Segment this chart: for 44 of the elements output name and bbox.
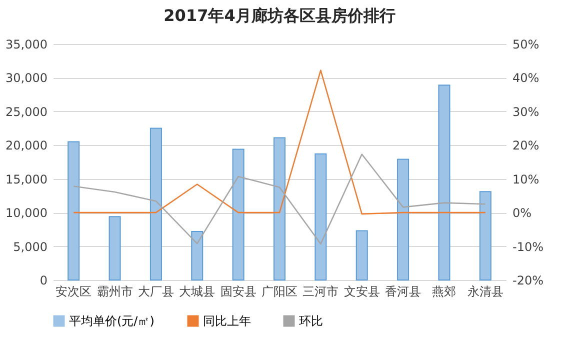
y-tick-label: 15,000: [6, 172, 48, 186]
x-tick-label: 广阳区: [262, 284, 298, 298]
y2-tick-label: 0%: [512, 206, 532, 220]
bar: [356, 230, 368, 280]
bar: [479, 191, 492, 280]
y2-tick-label: 30%: [512, 104, 540, 119]
y-tick-label: 35,000: [6, 38, 48, 52]
y2-tick-label: 40%: [512, 71, 540, 86]
line-series: [72, 154, 486, 245]
bar: [314, 153, 327, 280]
y-tick-label: 5,000: [13, 240, 48, 254]
bar: [232, 148, 244, 280]
line-series: [72, 70, 486, 215]
y2-tick-label: 50%: [512, 38, 540, 52]
y-tick-label: 20,000: [6, 138, 48, 153]
y2-tick-label: -20%: [512, 274, 544, 288]
legend-label: 环比: [299, 314, 323, 328]
bar: [191, 230, 204, 280]
bar: [68, 141, 80, 280]
x-tick-label: 大城县: [179, 284, 216, 298]
y-tick-label: 10,000: [6, 206, 48, 220]
chart-title: 2017年4月廊坊各区县房价排行: [164, 6, 396, 25]
y2-tick-label: 10%: [512, 172, 540, 186]
x-tick-label: 固安县: [220, 284, 256, 298]
x-tick-label: 霸州市: [96, 284, 133, 298]
x-tick-label: 安次区: [56, 284, 92, 298]
y-tick-label: 0: [40, 274, 48, 288]
bar: [274, 137, 286, 280]
y-tick-label: 25,000: [6, 104, 48, 119]
bar: [438, 84, 450, 280]
x-tick-label: 燕郊: [432, 284, 456, 298]
x-tick-label: 大厂县: [138, 284, 174, 298]
legend-label: 同比上年: [203, 314, 251, 328]
legend-label: 平均单价(元/㎡): [69, 314, 154, 328]
x-tick-label: 永清县: [467, 284, 504, 298]
x-tick-label: 三河市: [302, 284, 339, 298]
bar: [397, 158, 410, 280]
y2-tick-label: 20%: [512, 138, 540, 153]
y-tick-label: 30,000: [6, 71, 48, 86]
y2-tick-label: -10%: [512, 240, 544, 254]
x-tick-label: 文安县: [344, 284, 380, 298]
x-tick-label: 香河县: [385, 284, 422, 298]
bar: [108, 216, 121, 280]
bar: [150, 128, 162, 280]
